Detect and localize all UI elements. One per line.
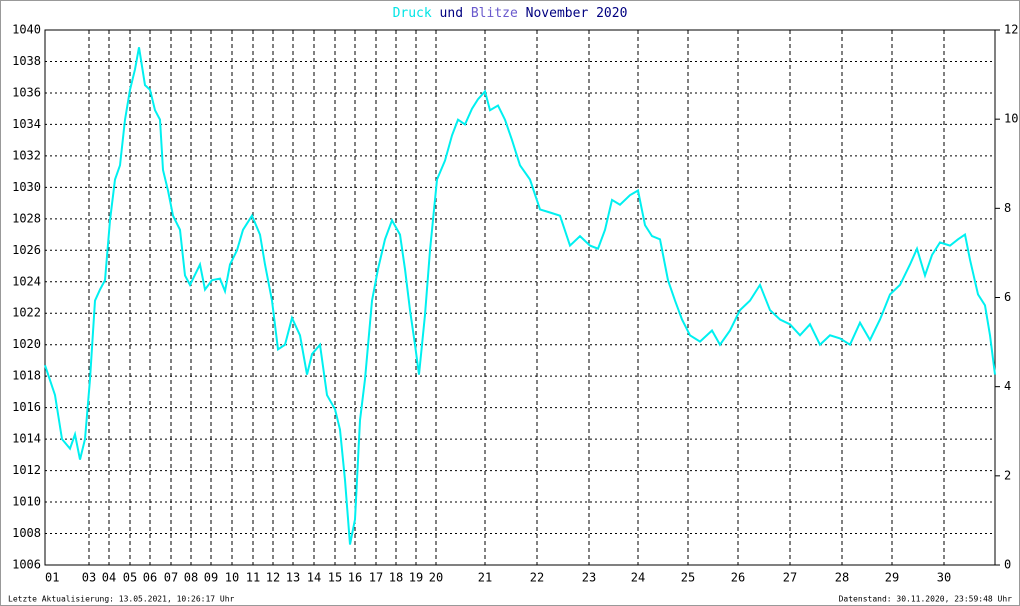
title-part: November 2020	[526, 6, 628, 21]
x-tick-label: 05	[123, 571, 137, 585]
x-tick-label: 22	[530, 571, 544, 585]
x-tick-label: 07	[164, 571, 178, 585]
title-part: Blitze	[471, 6, 518, 21]
y-tick-label: 1014	[12, 432, 41, 446]
y2-tick-label: 0	[1004, 558, 1011, 572]
title-part: und	[440, 6, 463, 21]
y-tick-label: 1030	[12, 180, 41, 194]
y-tick-label: 1020	[12, 337, 41, 351]
x-tick-label: 18	[389, 571, 403, 585]
y-tick-label: 1034	[12, 117, 41, 131]
x-tick-label: 24	[631, 571, 645, 585]
pressure-line	[44, 47, 996, 545]
x-tick-label: 26	[731, 571, 745, 585]
y-tick-label: 1022	[12, 306, 41, 320]
footer-right: Datenstand: 30.11.2020, 23:59:48 Uhr	[839, 595, 1013, 604]
x-tick-label: 30	[937, 571, 951, 585]
y-tick-label: 1010	[12, 495, 41, 509]
y2-tick-label: 8	[1004, 201, 1011, 215]
x-tick-label: 13	[286, 571, 300, 585]
x-tick-label: 23	[582, 571, 596, 585]
y-tick-label: 1012	[12, 463, 41, 477]
x-tick-label: 06	[143, 571, 157, 585]
y2-tick-label: 6	[1004, 290, 1011, 304]
title-part: Druck	[393, 6, 432, 21]
y-tick-label: 1024	[12, 274, 41, 288]
x-tick-label: 28	[835, 571, 849, 585]
y2-tick-label: 12	[1004, 23, 1018, 37]
x-tick-label: 01	[45, 571, 59, 585]
chart-title: Druck und Blitze November 2020	[393, 6, 628, 21]
y-tick-label: 1040	[12, 23, 41, 37]
y-tick-label: 1038	[12, 54, 41, 68]
y-tick-label: 1028	[12, 211, 41, 225]
y-tick-label: 1036	[12, 85, 41, 99]
x-tick-label: 17	[369, 571, 383, 585]
footer-left: Letzte Aktualisierung: 13.05.2021, 10:26…	[8, 595, 235, 604]
x-tick-label: 10	[225, 571, 239, 585]
x-tick-label: 29	[885, 571, 899, 585]
y2-tick-label: 4	[1004, 379, 1011, 393]
x-tick-label: 27	[783, 571, 797, 585]
y2-tick-label: 10	[1004, 112, 1018, 126]
x-tick-label: 25	[681, 571, 695, 585]
x-tick-label: 14	[307, 571, 321, 585]
x-tick-label: 19	[409, 571, 423, 585]
x-tick-label: 08	[184, 571, 198, 585]
y-tick-label: 1018	[12, 369, 41, 383]
x-tick-label: 12	[266, 571, 280, 585]
x-tick-label: 20	[429, 571, 443, 585]
x-tick-label: 11	[246, 571, 260, 585]
y-tick-label: 1032	[12, 148, 41, 162]
plot-frame	[44, 29, 996, 566]
x-tick-label: 21	[478, 571, 492, 585]
y-tick-label: 1026	[12, 243, 41, 257]
x-tick-label: 09	[204, 571, 218, 585]
x-tick-label: 04	[102, 571, 116, 585]
y-tick-label: 1008	[12, 526, 41, 540]
x-tick-label: 16	[348, 571, 362, 585]
y2-tick-label: 2	[1004, 468, 1011, 482]
x-tick-label: 03	[82, 571, 96, 585]
y-tick-label: 1016	[12, 400, 41, 414]
y-tick-label: 1006	[12, 558, 41, 572]
x-tick-label: 15	[328, 571, 342, 585]
